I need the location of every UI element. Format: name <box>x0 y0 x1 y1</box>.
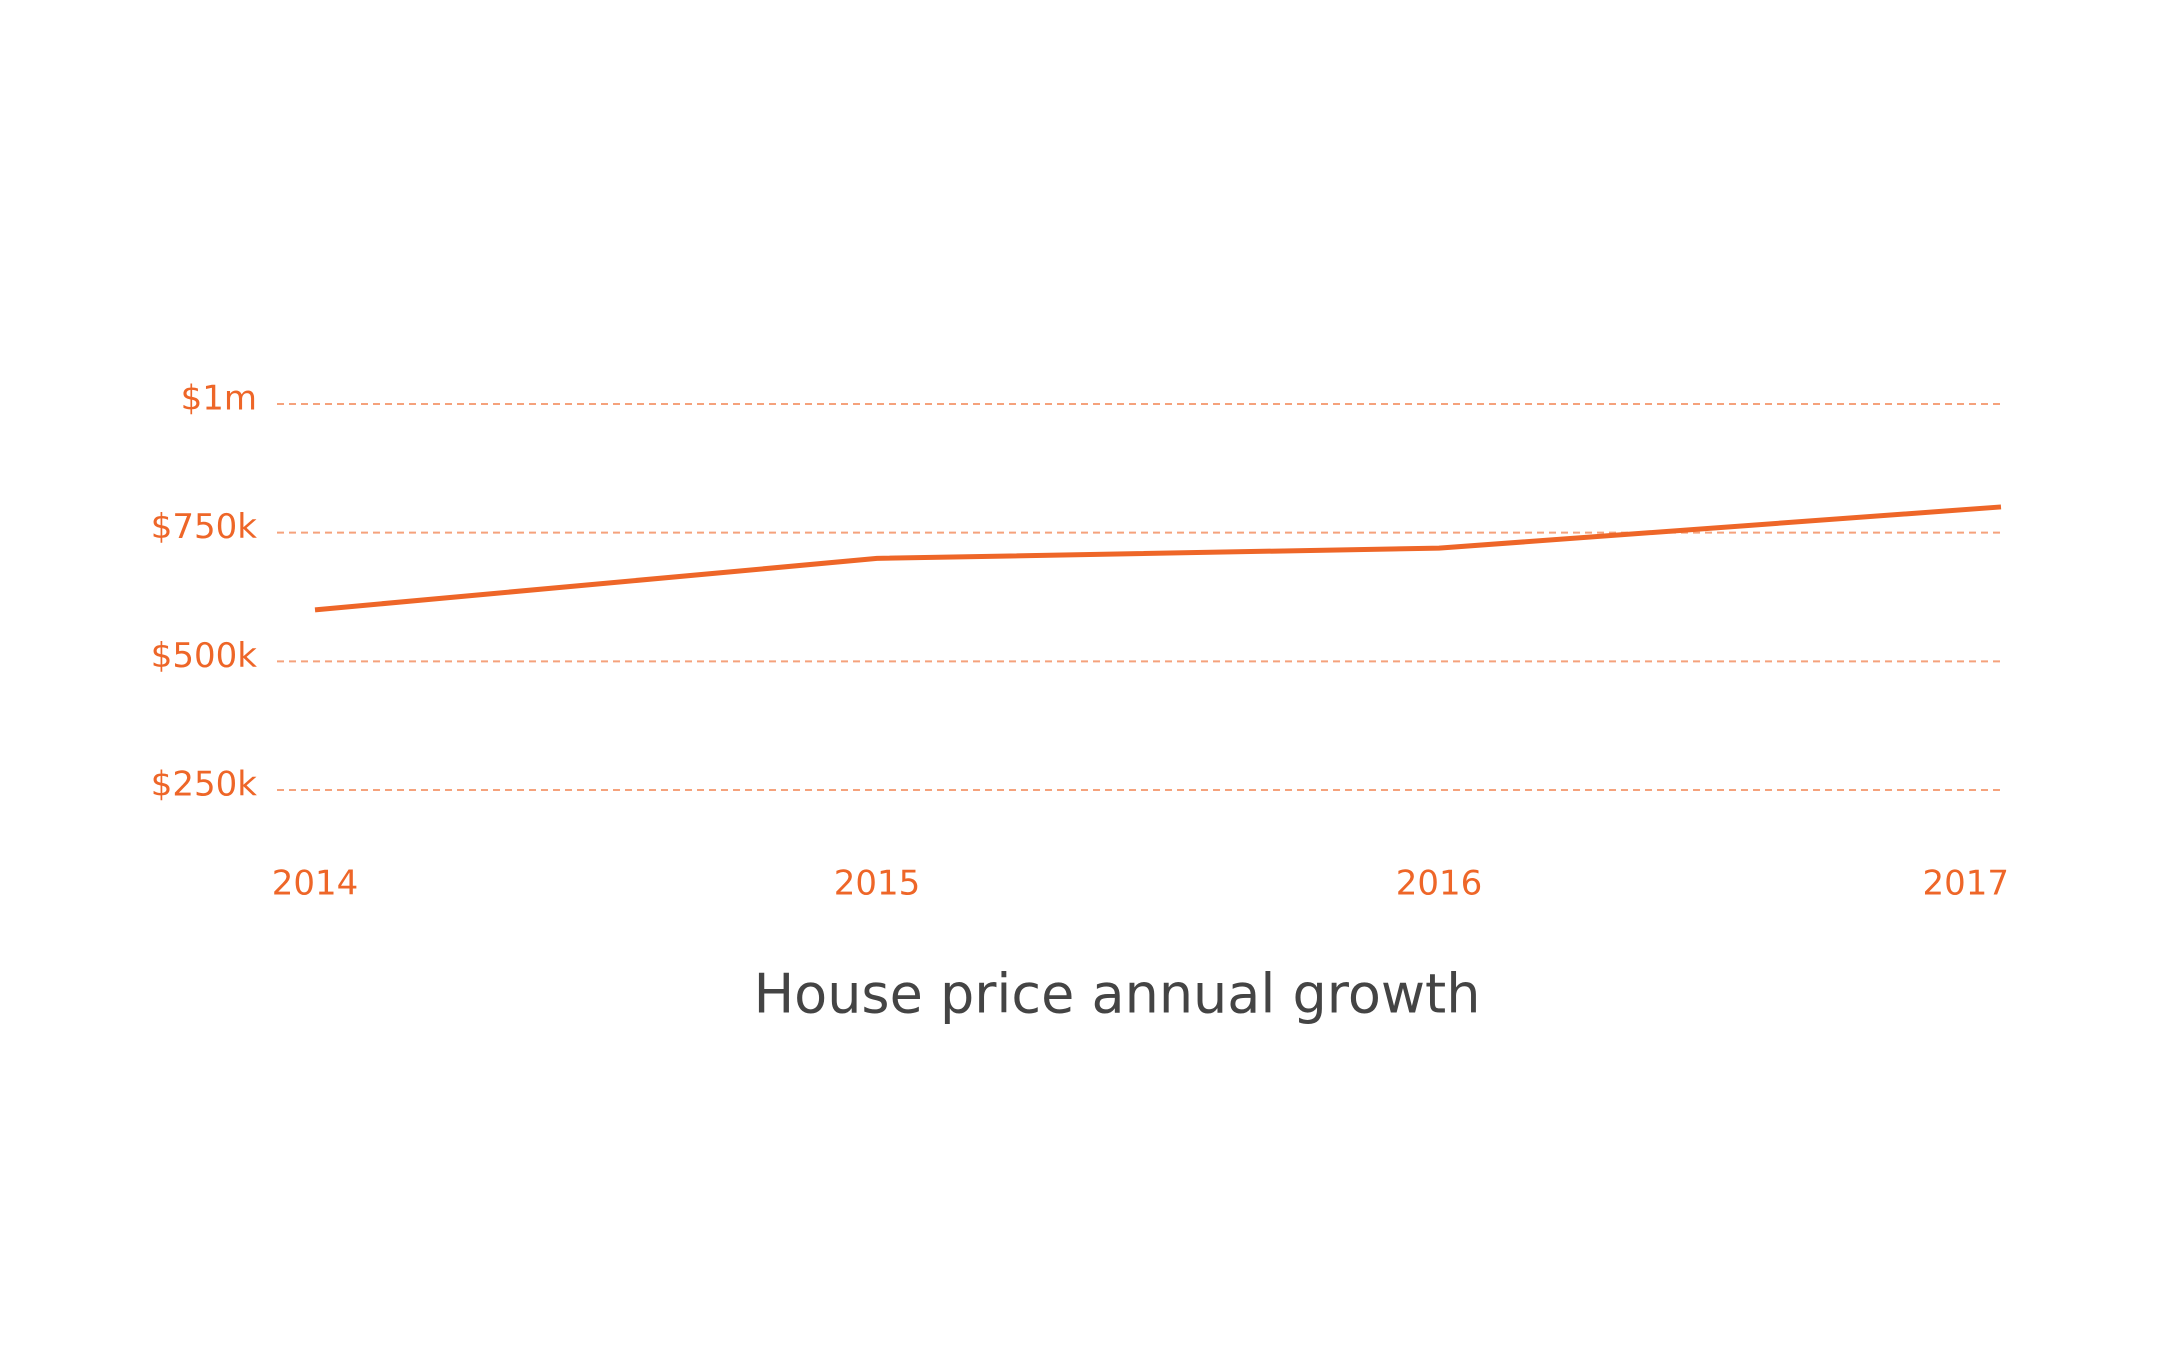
y-tick-label: $250k <box>151 765 258 805</box>
chart-title: House price annual growth <box>754 963 1481 1026</box>
y-tick-label: $1m <box>181 379 257 419</box>
y-tick-label: $500k <box>151 636 258 676</box>
y-tick-label: $750k <box>151 507 258 547</box>
line-series <box>314 504 2002 613</box>
x-tick-label: 2016 <box>1396 864 1483 904</box>
x-tick-label: 2017 <box>1922 864 2009 904</box>
x-tick-label: 2015 <box>834 864 921 904</box>
x-tick-label: 2014 <box>272 864 359 904</box>
